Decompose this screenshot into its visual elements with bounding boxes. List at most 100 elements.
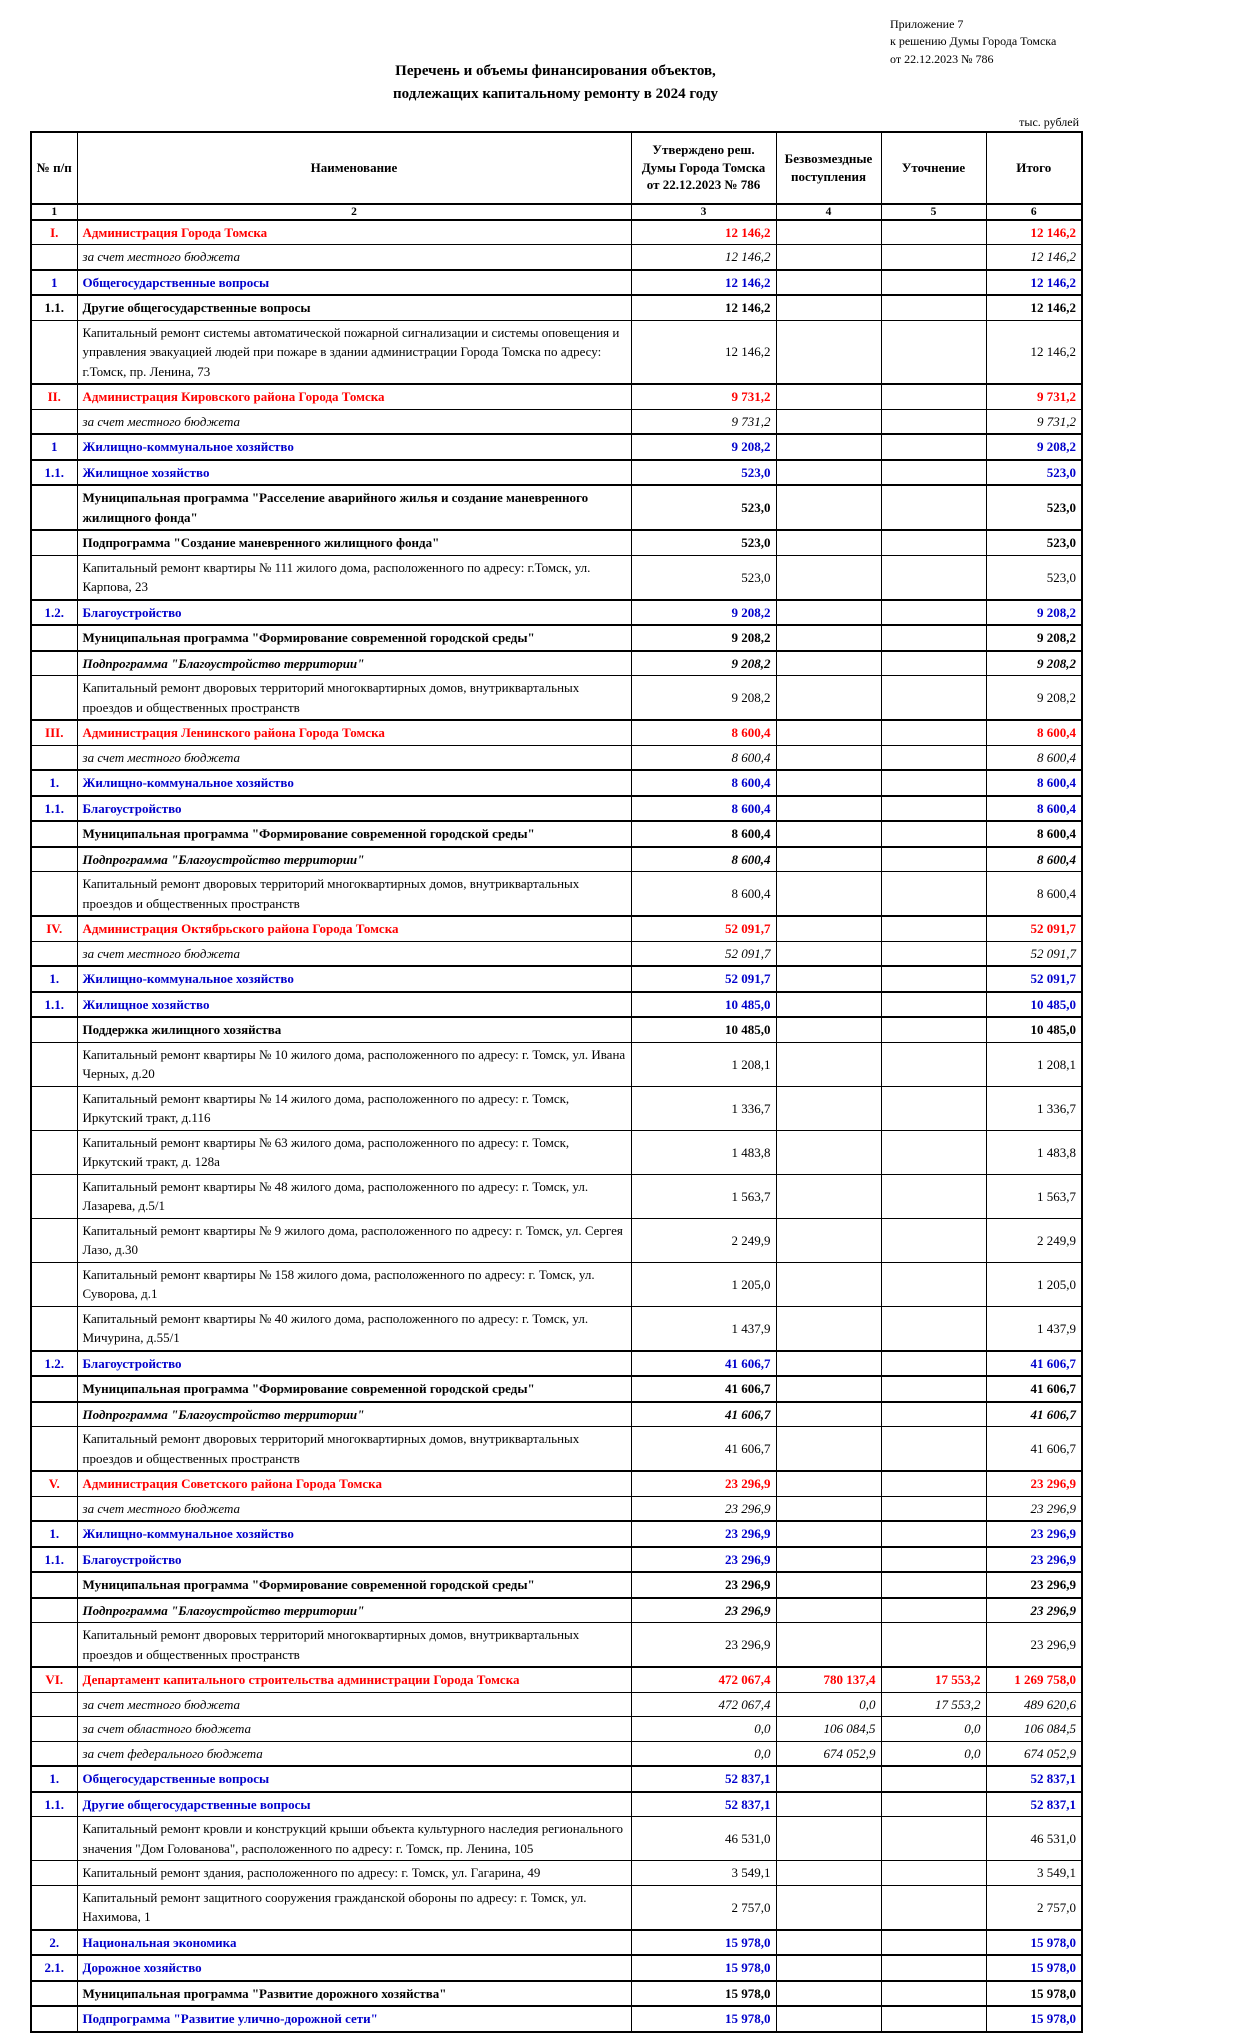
- clarification-value-cell: [880, 268, 987, 296]
- approved-value-cell: 52 837,1: [630, 1765, 777, 1793]
- row-num-cell: [30, 624, 78, 652]
- approved-value-cell: 8 600,4: [630, 845, 777, 873]
- row-num-cell: III.: [30, 719, 78, 746]
- approved-value-cell: 9 208,2: [630, 433, 777, 461]
- approved-value-cell: 52 091,7: [630, 940, 777, 967]
- gratuitous-value-cell: [775, 1928, 882, 1956]
- gratuitous-value-cell: [775, 598, 882, 626]
- table-row: Подпрограмма "Развитие улично-дорожной с…: [30, 2005, 1083, 2033]
- table-row: Капитальный ремонт квартиры № 63 жилого …: [30, 1129, 1083, 1175]
- gratuitous-value-cell: [775, 1217, 882, 1263]
- total-value-cell: 1 483,8: [985, 1129, 1083, 1175]
- total-value-cell: 9 731,2: [985, 383, 1083, 410]
- appendix-line-1: Приложение 7: [890, 17, 964, 31]
- financing-table: № п/п Наименование Утверждено реш. Думы …: [30, 130, 1083, 2033]
- approved-value-cell: 1 205,0: [630, 1261, 777, 1307]
- table-row: V. Администрация Советского района Города…: [30, 1470, 1083, 1497]
- gratuitous-value-cell: [775, 1765, 882, 1793]
- header-clarification: Уточнение: [880, 131, 987, 205]
- approved-value-cell: 15 978,0: [630, 2005, 777, 2033]
- clarification-value-cell: [880, 871, 987, 917]
- total-value-cell: 2 757,0: [985, 1884, 1083, 1931]
- table-row: Подпрограмма "Создание маневренного жили…: [30, 529, 1083, 556]
- approved-value-cell: 472 067,4: [630, 1666, 777, 1693]
- row-num-cell: [30, 1596, 78, 1624]
- gratuitous-value-cell: [775, 218, 882, 246]
- row-num-cell: [30, 1173, 78, 1219]
- clarification-value-cell: [880, 2005, 987, 2033]
- row-name-cell: Жилищное хозяйство: [76, 458, 632, 486]
- gratuitous-value-cell: [775, 1173, 882, 1219]
- row-num-cell: 1.2.: [30, 598, 78, 626]
- clarification-value-cell: [880, 1884, 987, 1931]
- clarification-value-cell: [880, 1790, 987, 1818]
- total-value-cell: 41 606,7: [985, 1426, 1083, 1472]
- clarification-value-cell: [880, 1349, 987, 1377]
- row-num-cell: [30, 1860, 78, 1886]
- table-row: III. Администрация Ленинского района Горо…: [30, 719, 1083, 746]
- row-name-cell: Благоустройство: [76, 794, 632, 822]
- total-value-cell: 12 146,2: [985, 294, 1083, 321]
- gratuitous-value-cell: [775, 319, 882, 385]
- column-number: 1: [30, 202, 78, 221]
- total-value-cell: 23 296,9: [985, 1545, 1083, 1573]
- clarification-value-cell: [880, 1470, 987, 1497]
- table-row: 1.2. Благоустройство 9 208,2 9 208,2: [30, 598, 1083, 626]
- gratuitous-value-cell: [775, 769, 882, 797]
- gratuitous-value-cell: [775, 1622, 882, 1668]
- approved-value-cell: 41 606,7: [630, 1400, 777, 1428]
- table-header-row: № п/п Наименование Утверждено реш. Думы …: [30, 131, 1083, 205]
- total-value-cell: 46 531,0: [985, 1816, 1083, 1862]
- total-value-cell: 41 606,7: [985, 1349, 1083, 1377]
- row-name-cell: Капитальный ремонт защитного сооружения …: [76, 1884, 632, 1931]
- row-num-cell: 1.1.: [30, 1790, 78, 1818]
- table-row: IV. Администрация Октябрьского района Гор…: [30, 915, 1083, 942]
- total-value-cell: 489 620,6: [985, 1691, 1083, 1718]
- approved-value-cell: 8 600,4: [630, 744, 777, 771]
- total-value-cell: 52 837,1: [985, 1790, 1083, 1818]
- gratuitous-value-cell: [775, 1016, 882, 1043]
- row-name-cell: Жилищно-коммунальное хозяйство: [76, 965, 632, 993]
- clarification-value-cell: [880, 1860, 987, 1886]
- gratuitous-value-cell: [775, 1520, 882, 1548]
- clarification-value-cell: [880, 383, 987, 410]
- row-num-cell: [30, 244, 78, 271]
- row-name-cell: Департамент капитального строительства а…: [76, 1666, 632, 1693]
- row-name-cell: Муниципальная программа "Формирование со…: [76, 624, 632, 652]
- total-value-cell: 8 600,4: [985, 719, 1083, 746]
- table-row: 1.1. Жилищное хозяйство 523,0 523,0: [30, 458, 1083, 486]
- row-name-cell: Благоустройство: [76, 1349, 632, 1377]
- approved-value-cell: 0,0: [630, 1716, 777, 1742]
- row-name-cell: за счет местного бюджета: [76, 1495, 632, 1522]
- clarification-value-cell: [880, 965, 987, 993]
- gratuitous-value-cell: [775, 1979, 882, 2007]
- table-row: за счет местного бюджета 23 296,9 23 296,9: [30, 1495, 1083, 1522]
- row-name-cell: Муниципальная программа "Формирование со…: [76, 820, 632, 848]
- approved-value-cell: 15 978,0: [630, 1954, 777, 1982]
- table-row: 1.1. Благоустройство 8 600,4 8 600,4: [30, 794, 1083, 822]
- approved-value-cell: 3 549,1: [630, 1860, 777, 1886]
- approved-value-cell: 523,0: [630, 484, 777, 531]
- approved-value-cell: 8 600,4: [630, 794, 777, 822]
- total-value-cell: 523,0: [985, 529, 1083, 556]
- table-row: Капитальный ремонт системы автоматическо…: [30, 319, 1083, 385]
- gratuitous-value-cell: [775, 408, 882, 435]
- clarification-value-cell: [880, 1545, 987, 1573]
- approved-value-cell: 10 485,0: [630, 990, 777, 1018]
- row-num-cell: [30, 940, 78, 967]
- total-value-cell: 106 084,5: [985, 1716, 1083, 1742]
- table-row: Капитальный ремонт здания, расположенног…: [30, 1860, 1083, 1886]
- clarification-value-cell: [880, 794, 987, 822]
- approved-value-cell: 23 296,9: [630, 1596, 777, 1624]
- approved-value-cell: 46 531,0: [630, 1816, 777, 1862]
- gratuitous-value-cell: [775, 244, 882, 271]
- approved-value-cell: 523,0: [630, 458, 777, 486]
- clarification-value-cell: [880, 1622, 987, 1668]
- row-num-cell: [30, 1979, 78, 2007]
- table-row: II. Администрация Кировского района Город…: [30, 383, 1083, 410]
- row-num-cell: [30, 1571, 78, 1599]
- approved-value-cell: 1 437,9: [630, 1305, 777, 1352]
- clarification-value-cell: [880, 1928, 987, 1956]
- row-name-cell: Капитальный ремонт здания, расположенног…: [76, 1860, 632, 1886]
- table-row: Капитальный ремонт дворовых территорий м…: [30, 1622, 1083, 1668]
